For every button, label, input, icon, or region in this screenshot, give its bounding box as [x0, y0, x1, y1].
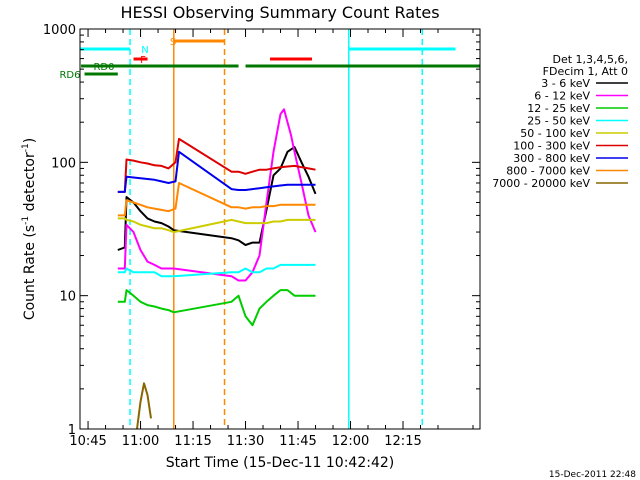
y-tick-label-1: 1: [68, 423, 76, 438]
flag-label-rd0: RD0: [93, 62, 114, 73]
legend: Det 1,3,4,5,6,FDecim 1, Att 03 - 6 keV6 …: [492, 53, 628, 190]
footer-timestamp: 15-Dec-2011 22:48: [549, 470, 636, 480]
flag-layer: N S F RD0 RD6: [59, 37, 480, 81]
flag-label-f: F: [140, 55, 146, 66]
flag-label-rd6: RD6: [59, 70, 80, 81]
legend-label-12-25-kev: 12 - 25 keV: [527, 102, 590, 115]
plot-frame: [79, 28, 481, 430]
flag-label-n: N: [141, 45, 148, 56]
y-tick-label-100: 100: [51, 156, 76, 171]
series-line-300-800-kev: [117, 150, 316, 193]
legend-label-25-50-kev: 25 - 50 keV: [527, 115, 590, 128]
y-axis-label: Count Rate (s-1 detector-1): [21, 138, 38, 320]
marker-layer: [129, 29, 424, 429]
x-tick-label-10-45: 10:45: [69, 434, 106, 449]
legend-label-100-300-kev: 100 - 300 keV: [513, 140, 590, 153]
series-line-6-12-kev: [117, 108, 317, 282]
legend-header-0: Det 1,3,4,5,6,: [552, 53, 628, 66]
x-tick-label-11-30: 11:30: [227, 434, 264, 449]
legend-label-6-12-kev: 6 - 12 keV: [534, 90, 590, 103]
y-tick-label-10: 10: [59, 290, 76, 305]
series-line-7000-20000-kev: [136, 382, 152, 430]
legend-header-1: FDecim 1, Att 0: [543, 65, 628, 78]
series-layer: [117, 108, 317, 430]
series-line-12-25-kev: [117, 289, 316, 327]
legend-label-50-100-kev: 50 - 100 keV: [520, 127, 590, 140]
y-tick-label-1000: 1000: [43, 23, 76, 38]
series-line-100-300-kev: [117, 137, 316, 193]
legend-label-800-7000-kev: 800 - 7000 keV: [506, 165, 590, 178]
series-line-50-100-kev: [117, 217, 316, 234]
tick-layer: 10:45 11:00 11:15 11:30 11:45 12:00 12:15 1 10 10…: [43, 23, 480, 449]
x-tick-label-12-15: 12:15: [384, 434, 421, 449]
flag-label-s: S: [170, 37, 176, 48]
x-axis-label: Start Time (15-Dec-11 10:42:42): [166, 455, 394, 471]
chart-title: HESSI Observing Summary Count Rates: [120, 3, 439, 22]
x-tick-label-11-45: 11:45: [279, 434, 316, 449]
legend-label-3-6-kev: 3 - 6 keV: [541, 77, 590, 90]
series-line-800-7000-kev: [117, 182, 316, 217]
x-tick-label-11-00: 11:00: [122, 434, 159, 449]
x-tick-label-12-00: 12:00: [332, 434, 369, 449]
legend-label-7000-20000-kev: 7000 - 20000 keV: [492, 177, 590, 190]
series-line-3-6-kev: [117, 146, 317, 251]
series-line-25-50-kev: [117, 263, 316, 278]
x-tick-label-11-15: 11:15: [174, 434, 211, 449]
legend-label-300-800-kev: 300 - 800 keV: [513, 152, 590, 165]
